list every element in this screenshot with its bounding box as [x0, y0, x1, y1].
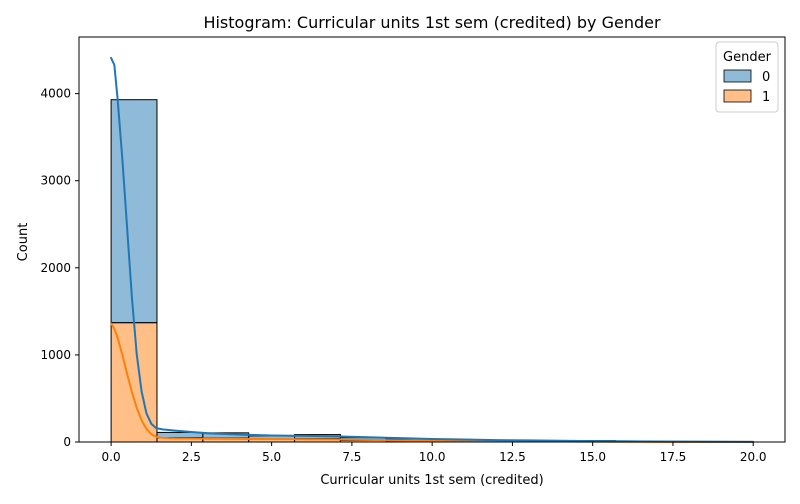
legend-swatch-gender-1 — [724, 90, 751, 102]
x-tick-label: 12.5 — [499, 450, 526, 464]
x-tick-label: 17.5 — [660, 450, 687, 464]
x-tick-label: 10.0 — [419, 450, 446, 464]
y-tick-label: 3000 — [40, 174, 71, 188]
legend-swatch-gender-0 — [724, 70, 751, 82]
x-tick-label: 2.5 — [182, 450, 201, 464]
chart-title: Histogram: Curricular units 1st sem (cre… — [203, 13, 661, 32]
x-tick-label: 15.0 — [579, 450, 606, 464]
y-tick-label: 1000 — [40, 348, 71, 362]
x-tick-label: 20.0 — [740, 450, 767, 464]
x-tick-label: 0.0 — [102, 450, 121, 464]
y-axis-label: Count — [16, 223, 31, 262]
y-tick-label: 2000 — [40, 261, 71, 275]
x-tick-label: 5.0 — [262, 450, 281, 464]
legend-label-gender-0: 0 — [762, 70, 770, 85]
legend-title: Gender — [723, 50, 772, 65]
y-tick-label: 4000 — [40, 87, 71, 101]
y-tick-label: 0 — [63, 435, 71, 449]
x-tick-label: 7.5 — [342, 450, 361, 464]
x-axis-label: Curricular units 1st sem (credited) — [320, 473, 543, 488]
legend: Gender 0 1 — [716, 42, 778, 112]
legend-label-gender-1: 1 — [762, 90, 770, 105]
histogram-bar-gender-0-bin-0 — [111, 100, 157, 323]
